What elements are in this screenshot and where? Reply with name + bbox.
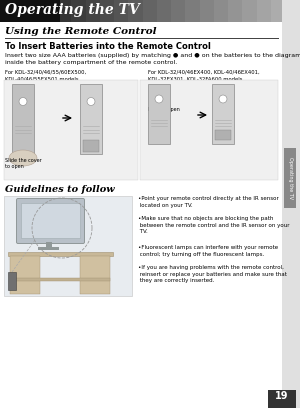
Bar: [12, 84, 34, 154]
Circle shape: [19, 98, 27, 105]
Bar: [4, 80, 138, 180]
Ellipse shape: [9, 150, 37, 166]
Bar: [14, 0, 29, 22]
Text: •Fluorescent lamps can interfere with your remote
 control; try turning off the : •Fluorescent lamps can interfere with yo…: [138, 245, 278, 257]
Text: •Make sure that no objects are blocking the path
 between the remote control and: •Make sure that no objects are blocking …: [138, 216, 290, 234]
Bar: [185, 0, 200, 22]
Bar: [228, 0, 243, 22]
Text: Using the Remote Control: Using the Remote Control: [5, 27, 157, 36]
Text: Operating the TV: Operating the TV: [289, 157, 293, 199]
Bar: [10, 256, 40, 294]
Bar: [4, 196, 132, 296]
Text: To Insert Batteries into the Remote Control: To Insert Batteries into the Remote Cont…: [5, 42, 211, 51]
Bar: [43, 0, 58, 22]
Circle shape: [155, 95, 163, 103]
Bar: [5, 38, 279, 39]
Bar: [10, 278, 110, 281]
Text: •If you are having problems with the remote control,
 reinsert or replace your b: •If you are having problems with the rem…: [138, 265, 287, 283]
Bar: [80, 256, 110, 294]
Text: Insert two size AAA batteries (supplied) by matching ● and ● on the batteries to: Insert two size AAA batteries (supplied)…: [5, 53, 300, 58]
Bar: [0, 0, 15, 22]
Bar: [71, 0, 86, 22]
Bar: [157, 0, 172, 22]
Bar: [282, 0, 300, 408]
FancyBboxPatch shape: [16, 199, 85, 244]
Bar: [46, 242, 52, 247]
Bar: [215, 130, 231, 140]
Text: Push to open: Push to open: [148, 107, 180, 112]
Bar: [268, 390, 296, 408]
Bar: [85, 0, 101, 22]
Bar: [21, 203, 80, 238]
Text: For KDL-32/40/46EX400, KDL-40/46EX401,
KDL-32EX301, KDL-32FA600 models: For KDL-32/40/46EX400, KDL-40/46EX401, K…: [148, 70, 260, 82]
Bar: [0, 0, 60, 22]
Text: Guidelines to follow: Guidelines to follow: [5, 185, 115, 194]
Circle shape: [219, 95, 227, 103]
Text: 19: 19: [275, 391, 289, 401]
Bar: [28, 0, 44, 22]
Bar: [114, 0, 129, 22]
Text: For KDL-32/40/46/55/60EX500,
KDL-40/46/55EX501 models: For KDL-32/40/46/55/60EX500, KDL-40/46/5…: [5, 70, 86, 82]
Bar: [148, 84, 170, 144]
Bar: [57, 0, 72, 22]
Text: Operating the TV: Operating the TV: [5, 3, 140, 17]
Bar: [200, 0, 215, 22]
Bar: [284, 148, 296, 208]
Bar: [242, 0, 257, 22]
Bar: [83, 140, 99, 152]
Circle shape: [87, 98, 95, 105]
Bar: [171, 0, 186, 22]
Bar: [212, 84, 234, 144]
Bar: [256, 0, 272, 22]
Text: •Point your remote control directly at the IR sensor
 located on your TV.: •Point your remote control directly at t…: [138, 196, 279, 208]
Bar: [128, 0, 143, 22]
Bar: [140, 80, 278, 180]
Text: Slide the cover
to open: Slide the cover to open: [5, 158, 42, 169]
Bar: [80, 84, 102, 154]
Bar: [142, 0, 158, 22]
Bar: [214, 0, 229, 22]
Bar: [38, 247, 59, 250]
Bar: [100, 0, 115, 22]
Bar: [271, 0, 286, 22]
Bar: [8, 252, 113, 256]
Bar: [8, 272, 16, 290]
Text: inside the battery compartment of the remote control.: inside the battery compartment of the re…: [5, 60, 177, 65]
